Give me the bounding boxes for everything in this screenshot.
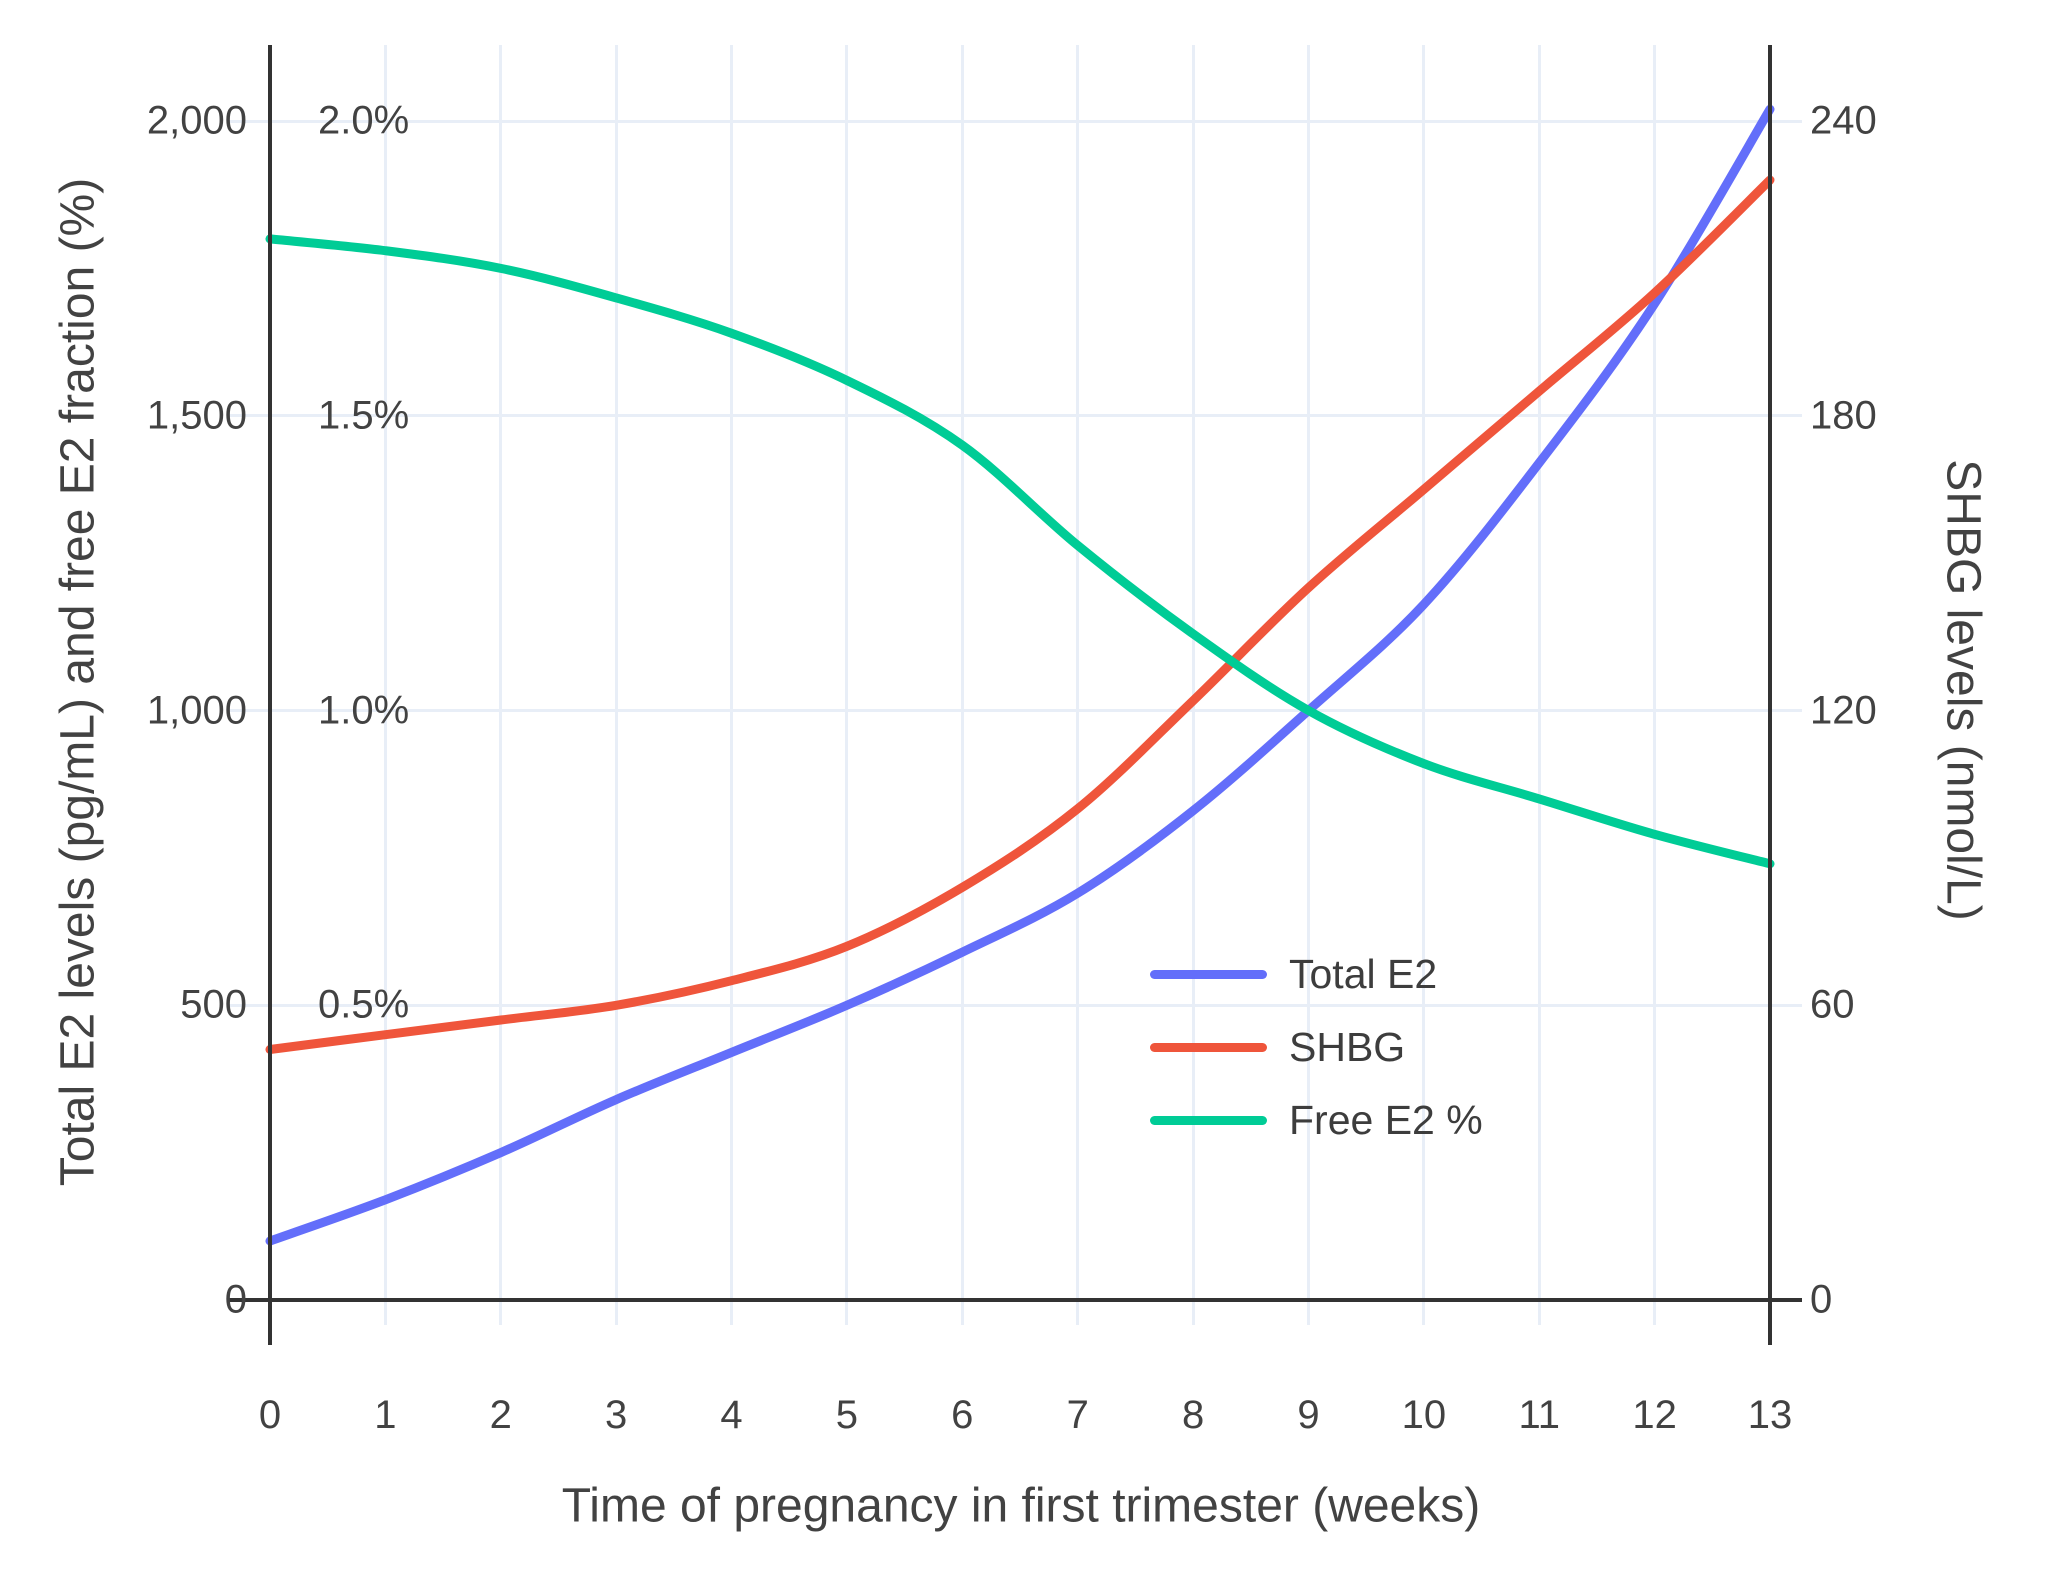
v-gridline: [499, 45, 503, 1325]
v-gridline: [614, 45, 618, 1325]
free-e2-swatch-icon: [1150, 1116, 1267, 1125]
percent-tick-label: 2.0%: [318, 98, 410, 143]
x-tick-label: 13: [1747, 1393, 1793, 1437]
x-tick-label: 3: [605, 1393, 628, 1437]
h-gridline: [228, 709, 1802, 712]
left-tick-label: 1,500: [146, 393, 247, 438]
left-tick-label: 2,000: [146, 98, 247, 143]
x-tick-label: 12: [1632, 1393, 1677, 1437]
x-tick-label: 10: [1401, 1393, 1447, 1437]
v-gridline: [730, 45, 733, 1325]
total-e2-swatch-icon: [1150, 970, 1267, 979]
right-axis-line: [1768, 45, 1772, 1345]
x-tick-label: 9: [1297, 1393, 1320, 1437]
v-gridline: [960, 45, 964, 1325]
left-axis-line: [268, 45, 272, 1345]
right-y-axis-title: SHBG levels (nmol/L): [1936, 459, 1990, 921]
right-tick-label: 120: [1810, 688, 1877, 732]
x-tick-label: 2: [489, 1393, 512, 1437]
x-axis-line: [228, 1298, 1802, 1302]
x-tick-label: 1: [374, 1393, 397, 1437]
x-tick-label: 5: [835, 1393, 859, 1437]
h-gridline: [228, 414, 1802, 418]
legend-label-total-e2: Total E2: [1289, 951, 1438, 997]
shbg-swatch-icon: [1150, 1043, 1267, 1052]
right-tick-label: 0: [1810, 1277, 1833, 1322]
x-tick-label: 11: [1518, 1393, 1560, 1437]
x-tick-label: 6: [951, 1393, 974, 1437]
legend: Total E2 SHBG Free E2 %: [1150, 938, 1483, 1157]
series-line-shbg: [265, 175, 1775, 1054]
x-axis-title: Time of pregnancy in first trimester (we…: [561, 1479, 1481, 1533]
v-gridline: [1653, 45, 1657, 1325]
legend-item-free-e2: Free E2 %: [1150, 1084, 1483, 1157]
right-tick-label: 240: [1810, 98, 1877, 143]
x-tick-label: 8: [1181, 1393, 1205, 1437]
left-y-axis-title: Total E2 levels (pg/mL) and free E2 frac…: [51, 177, 105, 1187]
x-tick-label: 4: [720, 1393, 743, 1437]
left-tick-label: 1,000: [146, 688, 247, 732]
legend-item-total-e2: Total E2: [1150, 938, 1483, 1011]
legend-item-shbg: SHBG: [1150, 1011, 1483, 1084]
v-gridline: [1076, 45, 1080, 1325]
left-tick-label: 500: [180, 982, 247, 1027]
right-tick-label: 60: [1810, 982, 1855, 1027]
percent-tick-label: 0.5%: [318, 982, 410, 1027]
h-gridline: [228, 119, 1802, 123]
legend-label-free-e2: Free E2 %: [1289, 1097, 1483, 1143]
h-gridline: [228, 1003, 1802, 1007]
v-gridline: [1537, 45, 1541, 1325]
v-gridline: [845, 45, 849, 1325]
left-tick-label: 0: [224, 1277, 247, 1322]
x-tick-label: 0: [258, 1393, 282, 1437]
legend-label-shbg: SHBG: [1289, 1024, 1406, 1070]
x-tick-label: 7: [1066, 1393, 1089, 1437]
series-line-free-e2-: [265, 234, 1775, 869]
percent-tick-label: 1.5%: [318, 393, 410, 438]
right-tick-label: 180: [1810, 393, 1877, 438]
percent-tick-label: 1.0%: [318, 688, 410, 732]
v-gridline: [383, 45, 387, 1325]
series-line-total-e2: [265, 104, 1775, 1246]
